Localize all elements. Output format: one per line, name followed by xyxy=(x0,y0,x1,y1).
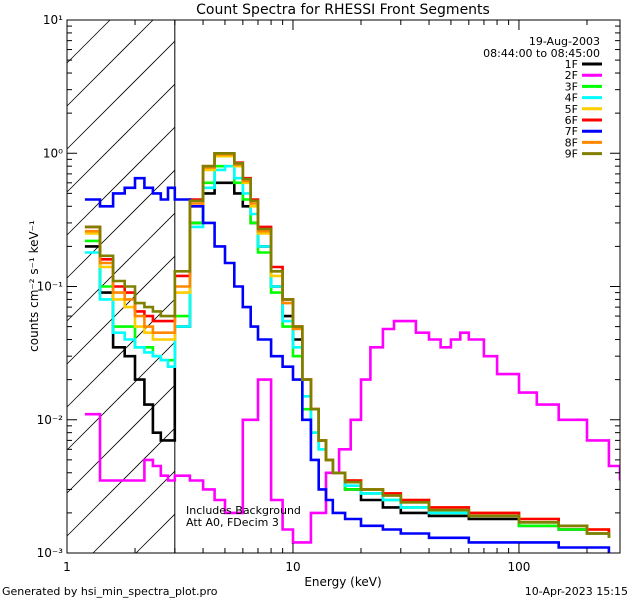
series-line-9F xyxy=(84,152,611,538)
observation-date: 19-Aug-2003 xyxy=(529,35,600,48)
attenuated-region-hatch xyxy=(66,19,176,554)
x-tick-label: 10 xyxy=(285,560,300,574)
legend-label-5F: 5F xyxy=(565,103,578,116)
observation-time-range: 08:44:00 to 08:45:00 xyxy=(483,47,600,60)
hatch-line xyxy=(92,470,176,554)
hatch-line xyxy=(66,427,176,537)
y-tick-label: 10⁰ xyxy=(43,146,63,160)
annotation-attenuator: Att A0, FDecim 3 xyxy=(186,516,279,529)
legend-label-1F: 1F xyxy=(565,58,578,71)
y-axis-label: counts cm⁻² s⁻¹ keV⁻¹ xyxy=(27,220,41,352)
legend-label-4F: 4F xyxy=(565,92,578,105)
y-tick-label: 10⁻² xyxy=(37,413,64,427)
hatch-line xyxy=(66,341,176,451)
footer-generated-by: Generated by hsi_min_spectra_plot.pro xyxy=(2,585,218,598)
series-line-6F xyxy=(84,152,611,534)
hatch-line xyxy=(66,40,176,150)
axis-layer: 1 10 100 10⁻³ 10⁻² 10⁻¹ 10⁰ 10¹ xyxy=(37,13,621,574)
hatch-line xyxy=(66,384,176,494)
legend-label-6F: 6F xyxy=(565,114,578,127)
chart-title: Count Spectra for RHESSI Front Segments xyxy=(196,2,490,18)
y-tick-label: 10¹ xyxy=(43,13,63,27)
hatch-line xyxy=(66,126,176,236)
x-tick-label: 1 xyxy=(63,560,71,574)
hatch-line xyxy=(66,83,176,193)
hatch-line xyxy=(66,212,176,322)
hatch-line xyxy=(66,255,176,365)
y-tick-label: 10⁻³ xyxy=(37,546,64,560)
series-line-2F xyxy=(84,319,620,544)
hatch-line xyxy=(66,19,111,64)
legend-label-3F: 3F xyxy=(565,80,578,93)
legend-label-2F: 2F xyxy=(565,69,578,82)
y-tick-label: 10⁻¹ xyxy=(37,280,64,294)
x-axis-label: Energy (keV) xyxy=(304,575,381,589)
hatch-line xyxy=(135,513,176,554)
footer-timestamp: 10-Apr-2023 15:15 xyxy=(524,585,628,598)
annotation-background: Includes Background xyxy=(186,504,301,517)
legend-label-9F: 9F xyxy=(565,148,578,161)
series-line-7F xyxy=(84,176,611,553)
hatch-line xyxy=(66,19,154,107)
legend-label-7F: 7F xyxy=(565,125,578,138)
series-layer xyxy=(84,152,620,553)
hatch-line xyxy=(66,169,176,279)
x-tick-label: 100 xyxy=(507,560,530,574)
hatch-line xyxy=(66,298,176,408)
legend-label-8F: 8F xyxy=(565,136,578,149)
